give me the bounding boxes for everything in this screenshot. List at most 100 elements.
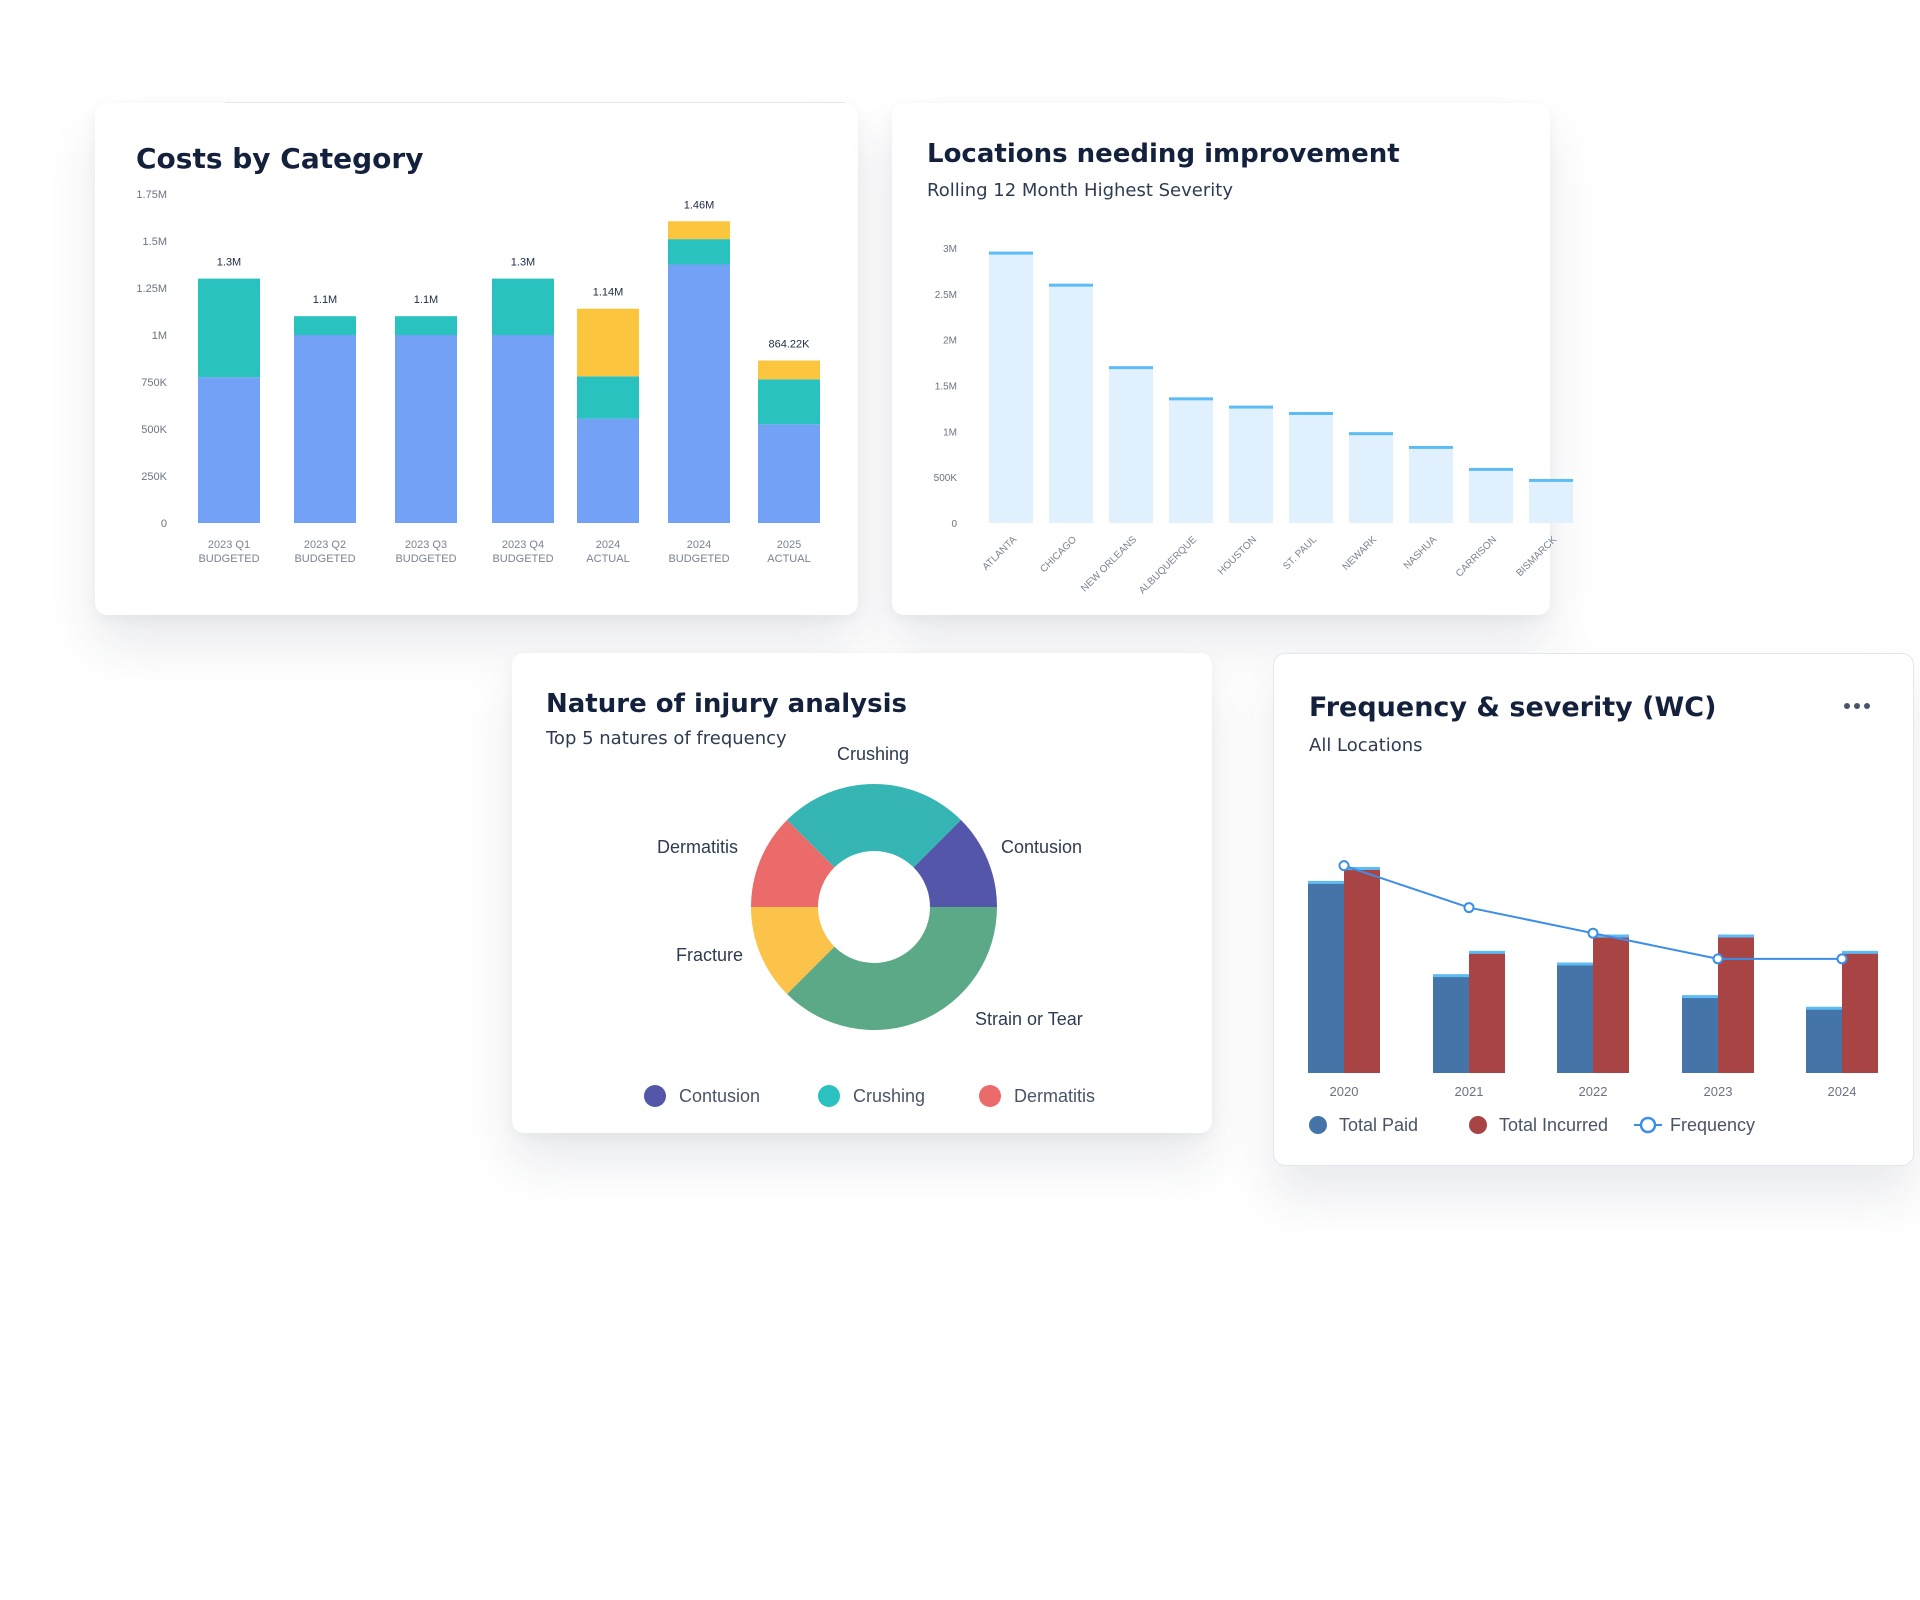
bar-cap (1049, 283, 1093, 287)
bar-total-incurred (1469, 951, 1505, 1073)
bar-cap (1169, 397, 1213, 401)
bar (1349, 433, 1393, 523)
bar-segment (668, 239, 730, 265)
bar-segment (492, 278, 554, 335)
bar (1409, 446, 1453, 523)
bar (1229, 406, 1273, 523)
x-tick-label: 2023 (1704, 1084, 1733, 1099)
x-tick-label: 2023 Q1 (208, 539, 250, 551)
x-tick-label: HOUSTON (1216, 534, 1259, 577)
bar-segment (577, 308, 639, 377)
bar-cap (1109, 366, 1153, 370)
bar-segment (668, 221, 730, 240)
more-options-button[interactable] (1839, 696, 1875, 716)
x-tick-label: BISMARCK (1514, 534, 1559, 579)
y-tick-label: 1.5M (935, 382, 957, 393)
x-tick-label: CARRISON (1454, 534, 1499, 579)
frequency-point (1712, 953, 1724, 965)
locations-chart: 0 500K 1M 1.5M 2M 2.5M 3M ATLANTA CHICAGO NEW ORL… (934, 244, 1573, 596)
bar (1529, 479, 1573, 523)
bar-segment (395, 335, 457, 523)
y-tick-label: 1.5M (143, 236, 167, 248)
legend-label: Dermatitis (1014, 1086, 1095, 1106)
costs-card-title: Costs by Category (136, 142, 424, 175)
locations-card-subtitle: Rolling 12 Month Highest Severity (927, 180, 1233, 201)
bar-segment (198, 278, 260, 378)
frequency-point (1587, 927, 1599, 939)
bar-segment (395, 316, 457, 335)
bar-total-incurred (1718, 935, 1754, 1073)
donut-slice (787, 784, 961, 868)
slice-label: Contusion (1001, 837, 1082, 857)
injury-card: Nature of injury analysis Top 5 natures … (512, 653, 1212, 1133)
freq-card-title: Frequency & severity (WC) (1309, 692, 1717, 723)
bar-cap (1344, 866, 1380, 870)
donut-slice (787, 907, 997, 1030)
legend-label: Contusion (679, 1086, 760, 1106)
bar-total-label: 1.3M (511, 257, 535, 269)
bar-cap (1433, 974, 1469, 978)
bar (1469, 468, 1513, 523)
bar-segment (758, 360, 820, 380)
x-tick-label: BUDGETED (395, 553, 456, 565)
frequency-point (1463, 902, 1475, 914)
injury-donut-chart: Crushing Contusion Strain or Tear Fracture D… (644, 744, 1095, 1107)
bar (1169, 398, 1213, 523)
x-tick-label: ACTUAL (586, 553, 629, 565)
x-tick-label: ATLANTA (981, 534, 1020, 573)
bar-total-incurred (1842, 951, 1878, 1073)
injury-card-subtitle: Top 5 natures of frequency (546, 728, 787, 749)
legend-label: Total Paid (1339, 1115, 1418, 1135)
slice-label: Fracture (676, 945, 743, 965)
slice-label: Strain or Tear (975, 1009, 1083, 1029)
card-top-divider (225, 102, 845, 103)
x-tick-label: NEW ORLEANS (1079, 534, 1139, 594)
bar (989, 252, 1033, 524)
bar-cap (1409, 445, 1453, 449)
y-tick-label: 500K (934, 473, 958, 484)
y-tick-label: 0 (161, 518, 167, 530)
costs-by-category-chart: 0 250K 500K 750K 1M 1.25M 1.5M 1.75M 1.3M 2023 Q1… (136, 189, 820, 565)
bar-cap (1229, 405, 1273, 409)
bar-total-label: 1.46M (684, 199, 715, 211)
bar-total-label: 1.14M (593, 287, 624, 299)
bar-total-paid (1806, 1007, 1842, 1073)
legend-swatch (979, 1085, 1001, 1107)
x-tick-label: 2024 (1828, 1084, 1857, 1099)
bar (1109, 367, 1153, 523)
bar-total-incurred (1593, 935, 1629, 1073)
donut-slice (751, 820, 835, 907)
legend-label: Total Incurred (1499, 1115, 1608, 1135)
bar-total-incurred (1344, 867, 1380, 1073)
x-tick-label: ALBUQUERQUE (1137, 534, 1199, 596)
x-tick-label: 2023 Q2 (304, 539, 346, 551)
bar-segment (758, 424, 820, 523)
bar-cap (1289, 412, 1333, 415)
x-tick-label: 2020 (1330, 1084, 1359, 1099)
bar-cap (1529, 478, 1573, 482)
locations-card-title: Locations needing improvement (927, 139, 1400, 169)
bar-total-paid (1308, 881, 1344, 1073)
bar-segment (294, 335, 356, 523)
x-tick-label: ST. PAUL (1281, 534, 1319, 572)
frequency-severity-card: Frequency & severity (WC) All Locations … (1273, 653, 1914, 1166)
bar-segment (758, 379, 820, 425)
legend-swatch (644, 1085, 666, 1107)
bar-total-paid (1433, 975, 1469, 1073)
bar-cap (1469, 950, 1505, 954)
bar-total-label: 1.3M (217, 257, 241, 269)
x-tick-label: 2024 (596, 539, 620, 551)
slice-label: Crushing (837, 744, 909, 764)
more-horizontal-icon (1864, 703, 1870, 709)
y-tick-label: 3M (943, 244, 957, 255)
more-horizontal-icon (1854, 703, 1860, 709)
more-horizontal-icon (1844, 703, 1850, 709)
bar-segment (198, 377, 260, 523)
bar-total-paid (1557, 963, 1593, 1073)
y-tick-label: 1.75M (136, 189, 167, 201)
bar-total-paid (1682, 996, 1718, 1073)
y-tick-label: 1M (943, 427, 957, 438)
x-tick-label: 2021 (1455, 1084, 1484, 1099)
legend-swatch (1309, 1116, 1327, 1134)
costs-by-category-card: Costs by Category 0 250K 500K 750K 1M 1.25M 1.… (95, 103, 858, 615)
